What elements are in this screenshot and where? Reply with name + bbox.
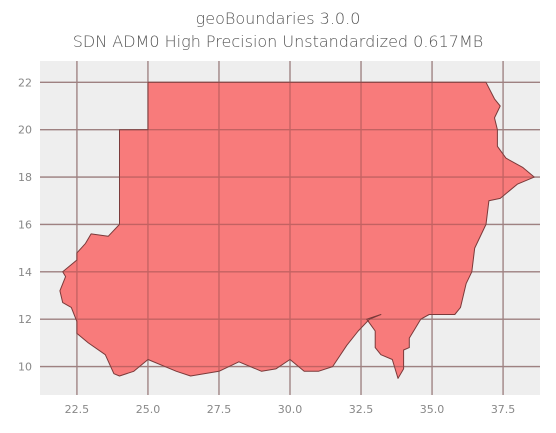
x-tick-label: 32.5 (349, 403, 374, 416)
x-axis-ticks: 22.5 25.0 27.5 30.0 32.5 35.0 37.5 (65, 403, 516, 416)
y-tick-label: 22 (18, 76, 32, 89)
x-tick-label: 37.5 (491, 403, 516, 416)
y-tick-label: 20 (18, 124, 32, 137)
y-tick-label: 12 (18, 313, 32, 326)
grid-overlay (40, 61, 540, 395)
y-tick-label: 14 (18, 266, 32, 279)
chart-title: geoBoundaries 3.0.0 (195, 9, 361, 28)
x-tick-label: 30.0 (278, 403, 303, 416)
x-tick-label: 25.0 (136, 403, 161, 416)
y-tick-label: 10 (18, 361, 32, 374)
x-tick-label: 35.0 (420, 403, 445, 416)
y-tick-label: 16 (18, 218, 32, 231)
y-tick-label: 18 (18, 171, 32, 184)
x-tick-label: 22.5 (65, 403, 90, 416)
x-tick-label: 27.5 (207, 403, 232, 416)
sudan-boundary (59, 81, 535, 379)
y-axis-ticks: 10 12 14 16 18 20 22 (18, 76, 32, 373)
chart-subtitle: SDN ADM0 High Precision Unstandardized 0… (72, 32, 484, 51)
